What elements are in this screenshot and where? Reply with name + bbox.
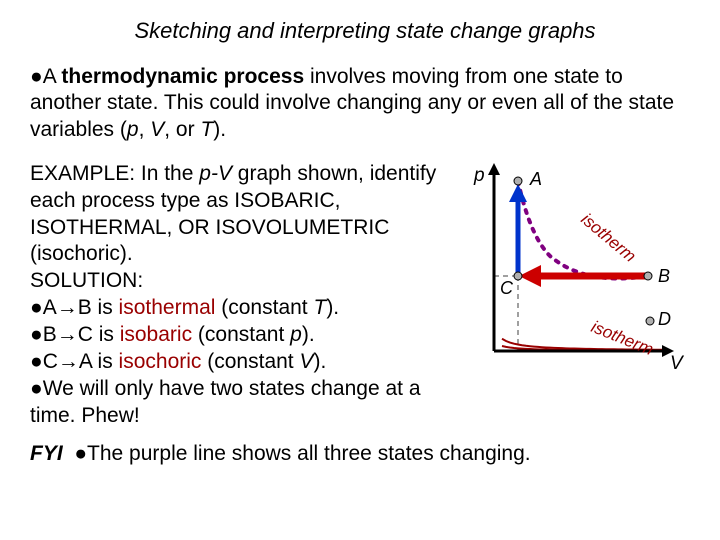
svg-text:isotherm: isotherm <box>589 317 657 359</box>
svg-text:B: B <box>658 266 670 286</box>
fyi-note: FYI ●The purple line shows all three sta… <box>30 442 690 466</box>
example-text: EXAMPLE: In the p-V graph shown, identif… <box>30 161 444 430</box>
slide-title: Sketching and interpreting state change … <box>40 18 690 44</box>
svg-text:A: A <box>529 169 542 189</box>
svg-text:p: p <box>473 165 485 186</box>
svg-text:isotherm: isotherm <box>577 209 639 265</box>
intro-paragraph: ●A thermodynamic process involves moving… <box>30 64 690 143</box>
pv-chart: A B C Dp Visotherm isotherm <box>450 161 690 430</box>
svg-text:D: D <box>658 309 671 329</box>
svg-text:C: C <box>500 278 514 298</box>
svg-text:V: V <box>670 353 685 374</box>
